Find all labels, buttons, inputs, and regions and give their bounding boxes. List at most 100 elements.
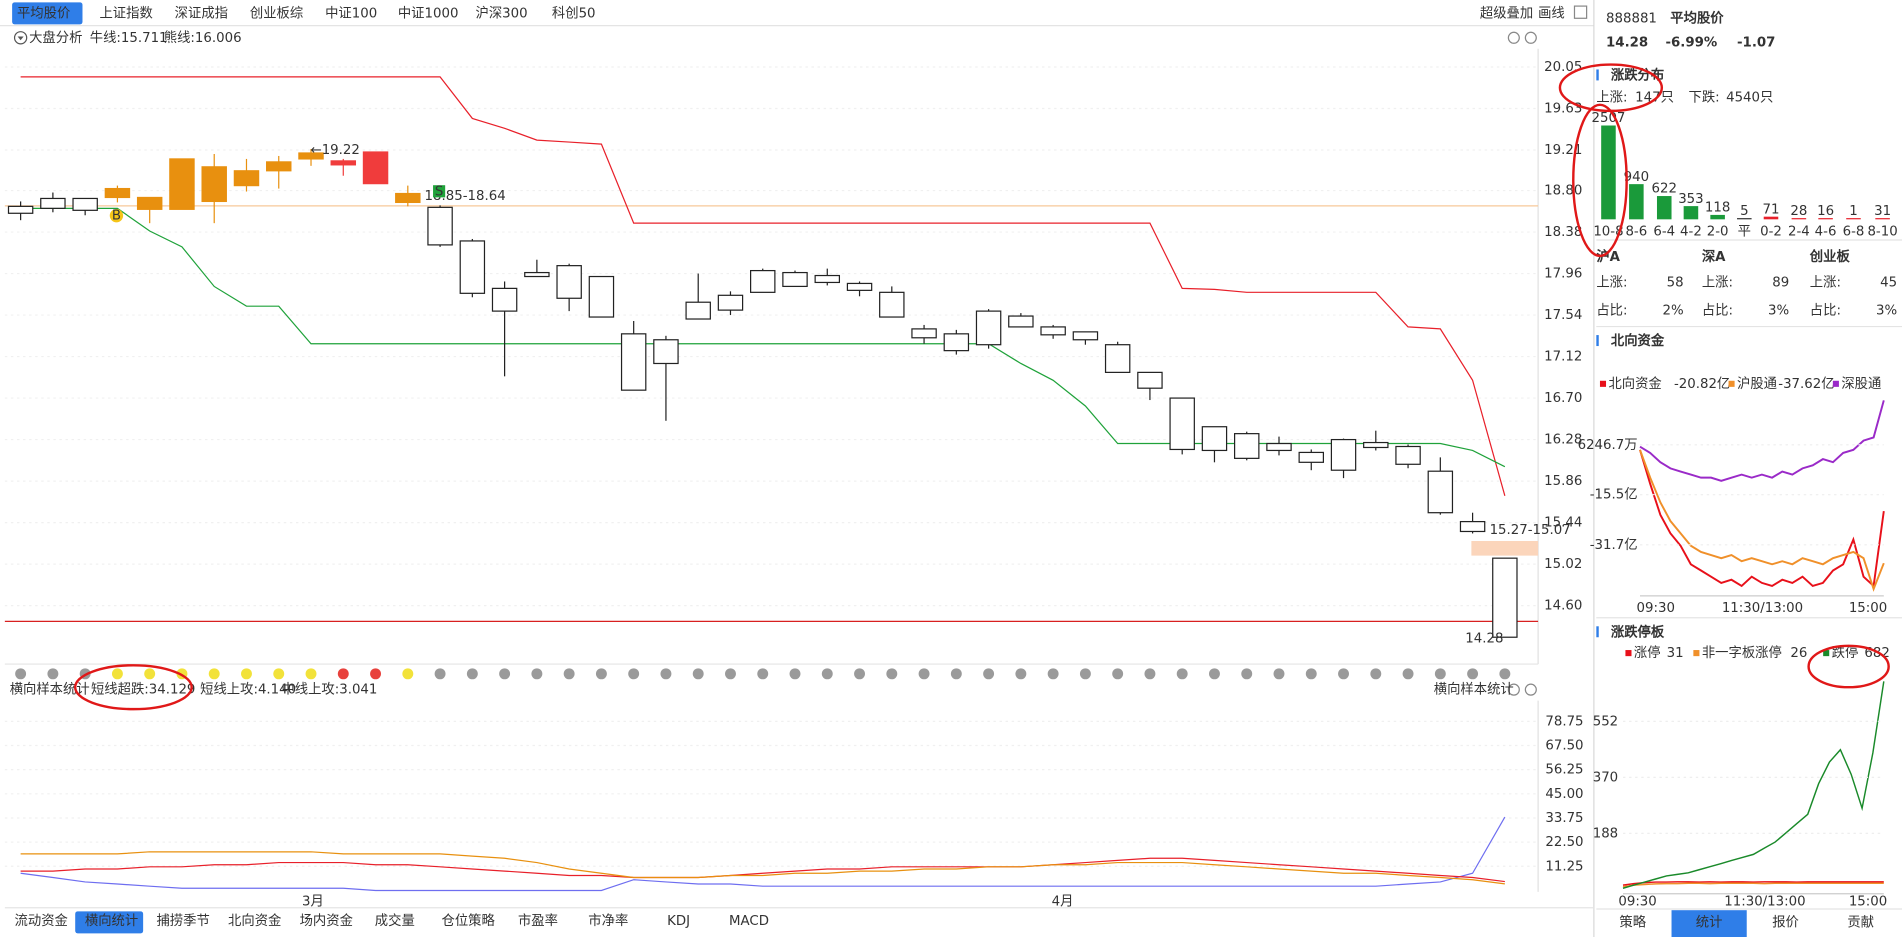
signal-dot [1402, 668, 1414, 680]
dist-bar [1875, 218, 1890, 220]
signal-dot [1434, 668, 1446, 680]
dropdown-arrow [17, 36, 24, 41]
category-label: 2-4 [1788, 224, 1810, 239]
mini-line [1622, 882, 1884, 888]
dist-bar [1629, 184, 1644, 220]
dist-bar [1791, 218, 1807, 220]
layout-icon[interactable] [1573, 5, 1588, 19]
mini-line [1622, 881, 1884, 886]
dist-bar [1656, 196, 1672, 220]
candle-body [1298, 451, 1325, 463]
tab[interactable]: 中证1000 [398, 5, 459, 21]
signal-dot [983, 668, 995, 680]
tab[interactable]: 场内资金 [300, 913, 353, 929]
candle-body [1395, 445, 1421, 465]
signal-dot [466, 668, 478, 680]
help-icon[interactable] [1524, 683, 1537, 696]
signal-dot [402, 668, 414, 680]
gap-zone [1471, 540, 1539, 556]
y-tick-label: 6246.7万 [1578, 438, 1638, 453]
signal-dot [1079, 668, 1091, 680]
signal-dot [1273, 668, 1285, 680]
tab[interactable]: 中证100 [325, 5, 377, 21]
stat-line [20, 857, 1505, 883]
tab[interactable]: MACD [729, 914, 769, 929]
tab[interactable]: 流动资金 [15, 913, 68, 929]
signal-dot [434, 668, 446, 680]
tool[interactable]: 超级叠加 [1480, 5, 1533, 21]
y-tick-label: 33.75 [1545, 811, 1583, 826]
candle-body [427, 206, 453, 246]
dist-bar [1737, 218, 1752, 220]
buy-badge: B [112, 209, 121, 224]
settings-icon[interactable] [1507, 683, 1520, 696]
signal-dot [660, 668, 672, 680]
dropdown-icon[interactable] [13, 31, 28, 45]
signal-dot [789, 668, 801, 680]
tab[interactable]: 仓位策略 [442, 912, 496, 929]
legend-entry: 沪股通 [1737, 376, 1777, 392]
tab[interactable]: 上证指数 [99, 5, 152, 21]
dist-bar [1818, 218, 1833, 220]
signal-dot [241, 668, 252, 680]
y-tick-label: -31.7亿 [1590, 537, 1638, 553]
market-name: 沪A [1596, 248, 1620, 265]
y-tick-label: 370 [1593, 770, 1618, 785]
buy-badge-bg [109, 208, 124, 223]
active-tab-bg [1671, 910, 1747, 937]
tab[interactable]: 横向统计 [85, 913, 138, 929]
label: 上涨: [1702, 275, 1733, 291]
mini-line [1639, 449, 1885, 592]
settings-icon[interactable] [1507, 31, 1520, 44]
tab[interactable]: 北向资金 [228, 913, 281, 929]
highlight-ellipse [73, 664, 193, 711]
y-tick-label: 15.86 [1544, 474, 1582, 489]
y-tick-label: 552 [1593, 714, 1618, 729]
signal-dot [499, 668, 511, 680]
candle-body [1330, 438, 1357, 471]
candle-body [104, 187, 131, 199]
tab[interactable]: 贡献 [1847, 914, 1874, 930]
dist-bar [1846, 218, 1861, 220]
code: 888881 [1606, 11, 1657, 26]
candle-body [1072, 331, 1099, 341]
signal-dot [918, 668, 930, 680]
tab[interactable]: 捕捞季节 [156, 913, 209, 929]
tab[interactable]: 报价 [1772, 914, 1799, 930]
tab[interactable]: 科创50 [552, 5, 596, 21]
section-title: 北向资金 [1611, 332, 1665, 349]
tab[interactable]: KDJ [667, 914, 690, 929]
sell-badge-bg [433, 185, 446, 198]
y-tick-label: 45.00 [1545, 787, 1583, 802]
tab[interactable]: 统计 [1696, 914, 1723, 930]
tab[interactable]: 创业板综 [250, 5, 303, 21]
candle-body [653, 339, 679, 365]
legend-swatch [1823, 650, 1830, 657]
section-title: 涨跌分布 [1611, 67, 1664, 84]
section-icon [1596, 335, 1599, 347]
tab[interactable]: 市净率 [588, 912, 628, 929]
category-label: 2-0 [1707, 224, 1729, 239]
label: 上涨: [1596, 275, 1627, 291]
tab[interactable]: 沪深300 [476, 5, 528, 21]
y-tick-label: 19.21 [1544, 143, 1582, 158]
highlight-ellipse [1572, 103, 1628, 258]
tab[interactable]: 深证成指 [175, 5, 228, 21]
tool[interactable]: 画线 [1538, 5, 1565, 21]
panel-title: 横向样本统计 [1434, 682, 1514, 698]
signal-dot [563, 668, 575, 680]
bar-label: 118 [1705, 201, 1730, 216]
value: 89 [1772, 276, 1789, 291]
candle-body [1040, 326, 1066, 336]
x-tick-label: 09:30 [1618, 895, 1656, 910]
tab[interactable]: 成交量 [375, 912, 415, 929]
tab[interactable]: 平均股价 [17, 5, 70, 21]
tab[interactable]: 策略 [1619, 913, 1646, 930]
section-icon [1596, 69, 1599, 81]
tab[interactable]: 市盈率 [518, 912, 558, 929]
signal-dot [370, 668, 382, 680]
signal-dot [1370, 668, 1382, 680]
label: 上涨: [1596, 89, 1627, 105]
help-icon[interactable] [1524, 31, 1537, 44]
active-tab-bg [12, 2, 83, 25]
